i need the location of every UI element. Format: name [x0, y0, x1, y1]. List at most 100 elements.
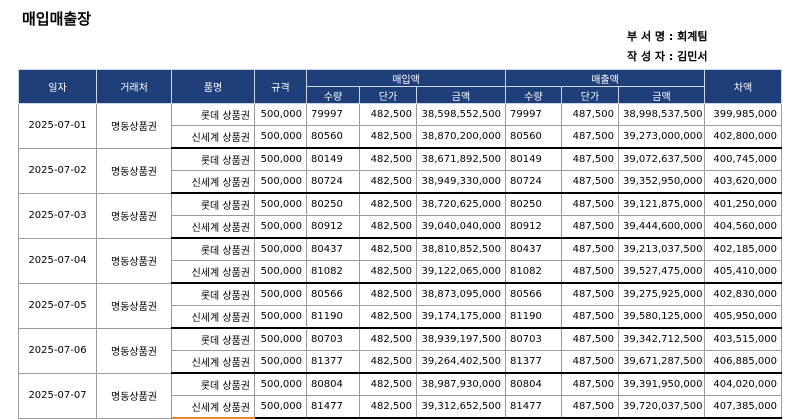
- diff-cell[interactable]: 404,560,000: [704, 215, 782, 239]
- purchase-qty-cell[interactable]: 80566: [306, 282, 360, 306]
- sales-qty-cell[interactable]: 80149: [505, 147, 562, 171]
- sales-qty-cell[interactable]: 80912: [505, 215, 562, 239]
- item-cell[interactable]: 신세계 상품권: [171, 170, 255, 194]
- item-cell[interactable]: 신세계 상품권: [171, 125, 255, 149]
- sales-amount-cell[interactable]: 39,273,000,000: [618, 125, 705, 149]
- author-value[interactable]: 김민서: [677, 50, 708, 63]
- sales-qty-cell[interactable]: 81190: [505, 305, 562, 329]
- purchase-qty-cell[interactable]: 80149: [306, 147, 360, 171]
- header-item[interactable]: 품명: [171, 69, 255, 104]
- sales-qty-cell[interactable]: 79997: [505, 103, 562, 126]
- spec-cell[interactable]: 500,000: [254, 103, 307, 126]
- purchase-amount-cell[interactable]: 38,987,930,000: [416, 372, 506, 396]
- sales-unit-cell[interactable]: 487,500: [561, 260, 619, 284]
- sales-qty-cell[interactable]: 80437: [505, 237, 562, 261]
- purchase-amount-cell[interactable]: 39,040,040,000: [416, 215, 506, 239]
- sales-amount-cell[interactable]: 38,998,537,500: [618, 103, 705, 126]
- spec-cell[interactable]: 500,000: [254, 260, 307, 284]
- item-cell[interactable]: 롯데 상품권: [171, 372, 255, 396]
- purchase-unit-cell[interactable]: 482,500: [359, 260, 417, 284]
- vendor-cell[interactable]: 명동상품권: [96, 237, 172, 284]
- diff-cell[interactable]: 407,385,000: [704, 395, 782, 419]
- purchase-qty-cell[interactable]: 81477: [306, 395, 360, 419]
- header-sales[interactable]: 매출액: [505, 69, 705, 87]
- header-sales-amount[interactable]: 금액: [618, 86, 705, 104]
- purchase-qty-cell[interactable]: 80724: [306, 170, 360, 194]
- spec-cell[interactable]: 500,000: [254, 147, 307, 171]
- header-purchase-unit[interactable]: 단가: [359, 86, 417, 104]
- diff-cell[interactable]: 403,515,000: [704, 327, 782, 351]
- sales-qty-cell[interactable]: 81377: [505, 350, 562, 374]
- purchase-qty-cell[interactable]: 80912: [306, 215, 360, 239]
- sales-qty-cell[interactable]: 80566: [505, 282, 562, 306]
- sales-qty-cell[interactable]: 81477: [505, 395, 562, 419]
- diff-cell[interactable]: 400,745,000: [704, 147, 782, 171]
- spec-cell[interactable]: 500,000: [254, 170, 307, 194]
- sales-qty-cell[interactable]: 80724: [505, 170, 562, 194]
- spec-cell[interactable]: 500,000: [254, 125, 307, 149]
- purchase-unit-cell[interactable]: 482,500: [359, 395, 417, 419]
- diff-cell[interactable]: 404,020,000: [704, 372, 782, 396]
- spec-cell[interactable]: 500,000: [254, 372, 307, 396]
- purchase-qty-cell[interactable]: 80437: [306, 237, 360, 261]
- sales-amount-cell[interactable]: 39,720,037,500: [618, 395, 705, 419]
- purchase-unit-cell[interactable]: 482,500: [359, 103, 417, 126]
- sales-unit-cell[interactable]: 487,500: [561, 395, 619, 419]
- diff-cell[interactable]: 403,620,000: [704, 170, 782, 194]
- spec-cell[interactable]: 500,000: [254, 327, 307, 351]
- item-cell[interactable]: 롯데 상품권: [171, 103, 255, 126]
- purchase-unit-cell[interactable]: 482,500: [359, 170, 417, 194]
- header-diff[interactable]: 차액: [704, 69, 782, 104]
- purchase-amount-cell[interactable]: 39,264,402,500: [416, 350, 506, 374]
- sales-unit-cell[interactable]: 487,500: [561, 305, 619, 329]
- sales-amount-cell[interactable]: 39,444,600,000: [618, 215, 705, 239]
- sales-unit-cell[interactable]: 487,500: [561, 282, 619, 306]
- vendor-cell[interactable]: 명동상품권: [96, 327, 172, 374]
- purchase-qty-cell[interactable]: 81190: [306, 305, 360, 329]
- purchase-qty-cell[interactable]: 80560: [306, 125, 360, 149]
- diff-cell[interactable]: 401,250,000: [704, 192, 782, 216]
- diff-cell[interactable]: 402,800,000: [704, 125, 782, 149]
- sales-unit-cell[interactable]: 487,500: [561, 147, 619, 171]
- sales-qty-cell[interactable]: 80250: [505, 192, 562, 216]
- spec-cell[interactable]: 500,000: [254, 282, 307, 306]
- purchase-qty-cell[interactable]: 81082: [306, 260, 360, 284]
- date-cell[interactable]: 2025-07-04: [18, 237, 97, 284]
- purchase-unit-cell[interactable]: 482,500: [359, 237, 417, 261]
- sales-amount-cell[interactable]: 39,580,125,000: [618, 305, 705, 329]
- diff-cell[interactable]: 399,985,000: [704, 103, 782, 126]
- header-spec[interactable]: 규격: [254, 69, 307, 104]
- diff-cell[interactable]: 402,185,000: [704, 237, 782, 261]
- item-cell[interactable]: 롯데 상품권: [171, 192, 255, 216]
- date-cell[interactable]: 2025-07-05: [18, 282, 97, 329]
- purchase-unit-cell[interactable]: 482,500: [359, 372, 417, 396]
- diff-cell[interactable]: 405,950,000: [704, 305, 782, 329]
- spec-cell[interactable]: 500,000: [254, 395, 307, 419]
- date-cell[interactable]: 2025-07-06: [18, 327, 97, 374]
- header-date[interactable]: 일자: [18, 69, 97, 104]
- item-cell[interactable]: 롯데 상품권: [171, 327, 255, 351]
- sales-unit-cell[interactable]: 487,500: [561, 192, 619, 216]
- spec-cell[interactable]: 500,000: [254, 215, 307, 239]
- sales-amount-cell[interactable]: 39,213,037,500: [618, 237, 705, 261]
- diff-cell[interactable]: 402,830,000: [704, 282, 782, 306]
- date-cell[interactable]: 2025-07-02: [18, 147, 97, 194]
- item-cell[interactable]: 신세계 상품권: [171, 305, 255, 329]
- item-cell[interactable]: 롯데 상품권: [171, 237, 255, 261]
- diff-cell[interactable]: 406,885,000: [704, 350, 782, 374]
- purchase-amount-cell[interactable]: 38,671,892,500: [416, 147, 506, 171]
- sales-unit-cell[interactable]: 487,500: [561, 327, 619, 351]
- purchase-qty-cell[interactable]: 81377: [306, 350, 360, 374]
- date-cell[interactable]: 2025-07-01: [18, 103, 97, 149]
- sales-qty-cell[interactable]: 81082: [505, 260, 562, 284]
- sales-unit-cell[interactable]: 487,500: [561, 350, 619, 374]
- sales-unit-cell[interactable]: 487,500: [561, 237, 619, 261]
- item-cell[interactable]: 롯데 상품권: [171, 282, 255, 306]
- header-vendor[interactable]: 거래처: [96, 69, 172, 104]
- spec-cell[interactable]: 500,000: [254, 305, 307, 329]
- spec-cell[interactable]: 500,000: [254, 237, 307, 261]
- purchase-amount-cell[interactable]: 38,873,095,000: [416, 282, 506, 306]
- header-purchase-qty[interactable]: 수량: [306, 86, 360, 104]
- vendor-cell[interactable]: 명동상품권: [96, 147, 172, 194]
- sales-amount-cell[interactable]: 39,342,712,500: [618, 327, 705, 351]
